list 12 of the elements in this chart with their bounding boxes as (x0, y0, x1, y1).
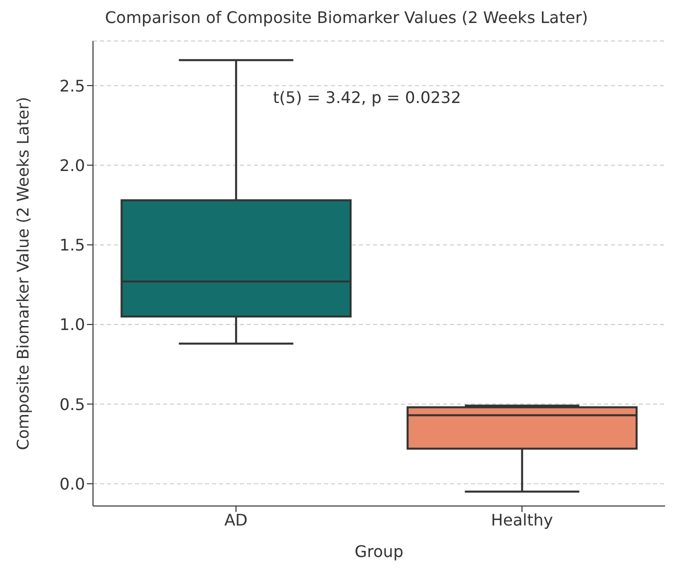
x-tick-label: Healthy (490, 510, 554, 530)
y-tick-label: 0.5 (60, 394, 85, 414)
annotation: t(5) = 3.42, p = 0.0232 (273, 88, 462, 107)
y-tick-label: 2.5 (60, 76, 85, 96)
y-tick-label: 1.5 (60, 236, 85, 255)
y-axis-title: Composite Biomarker Value (2 Weeks Later) (14, 96, 33, 450)
chart-title: Comparison of Composite Biomarker Values (2 Weeks Later) (104, 8, 590, 27)
y-tick-label: 2.0 (60, 156, 85, 175)
x-tick-label: AD (224, 510, 248, 530)
y-tick-label: 1.0 (60, 315, 85, 334)
x-axis-title: Group (354, 542, 404, 561)
y-tick-label: 0.0 (60, 474, 85, 494)
